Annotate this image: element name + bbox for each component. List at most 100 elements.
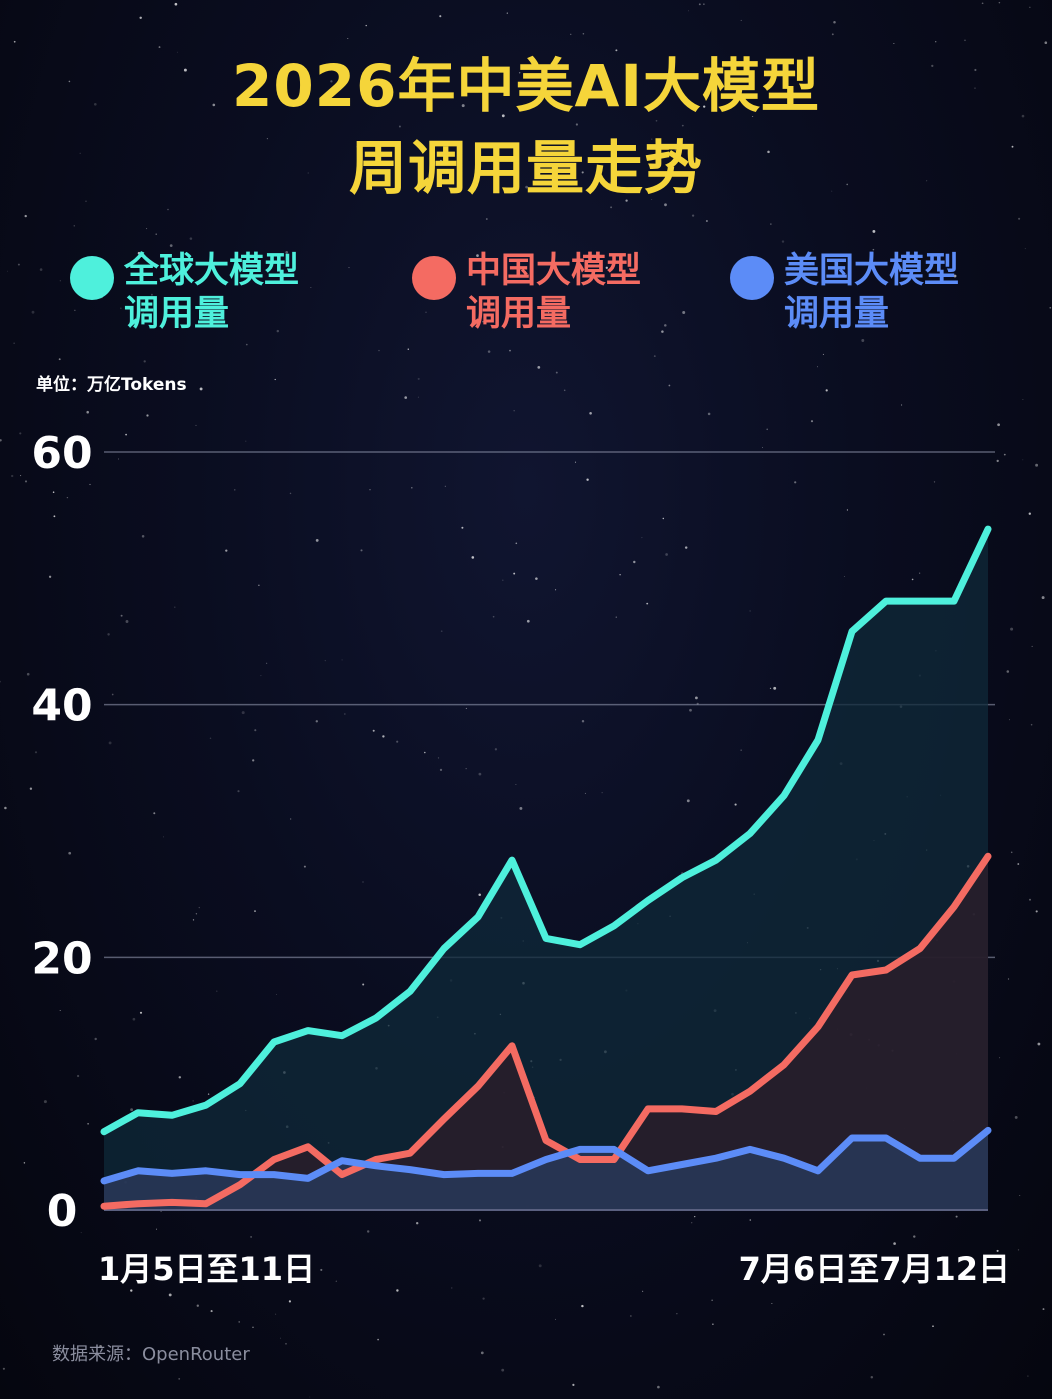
star bbox=[143, 360, 146, 363]
star bbox=[662, 517, 665, 520]
star bbox=[216, 990, 218, 992]
star bbox=[1008, 719, 1010, 721]
star bbox=[365, 24, 367, 27]
legend-label-china: 中国大模型 调用量 bbox=[466, 250, 641, 336]
legend-label-us: 美国大模型 调用量 bbox=[784, 250, 959, 336]
star bbox=[254, 729, 257, 732]
star bbox=[266, 662, 268, 664]
star bbox=[935, 41, 937, 43]
star bbox=[29, 787, 33, 790]
star bbox=[594, 254, 598, 258]
star bbox=[695, 696, 698, 700]
star bbox=[344, 713, 346, 715]
star bbox=[833, 20, 836, 24]
star bbox=[846, 183, 848, 186]
star bbox=[117, 458, 120, 460]
legend-label-global-line2: 调用量 bbox=[124, 294, 230, 334]
star bbox=[664, 324, 667, 327]
star bbox=[93, 102, 97, 106]
star bbox=[451, 93, 453, 95]
star bbox=[538, 1264, 542, 1268]
star bbox=[176, 51, 178, 53]
star bbox=[0, 680, 1, 683]
star bbox=[619, 573, 621, 576]
star bbox=[439, 15, 442, 18]
legend-label-global-line1: 全球大模型 bbox=[124, 251, 300, 291]
star bbox=[43, 1100, 47, 1104]
star bbox=[831, 33, 834, 36]
star bbox=[926, 180, 928, 182]
star bbox=[153, 812, 156, 815]
star bbox=[451, 1287, 453, 1289]
star bbox=[7, 270, 9, 272]
star bbox=[575, 123, 579, 126]
star bbox=[274, 378, 276, 381]
star bbox=[698, 3, 701, 6]
star bbox=[315, 720, 318, 723]
star bbox=[237, 790, 240, 793]
star bbox=[178, 1076, 182, 1079]
legend-dot-global bbox=[70, 256, 114, 300]
star bbox=[125, 620, 129, 623]
star bbox=[615, 49, 618, 52]
star bbox=[124, 265, 126, 267]
star bbox=[816, 366, 819, 368]
star bbox=[440, 630, 443, 633]
star bbox=[703, 3, 705, 5]
star bbox=[471, 556, 475, 559]
star bbox=[665, 553, 668, 556]
star bbox=[653, 355, 656, 357]
legend-dot-us bbox=[730, 256, 774, 300]
source-label: 数据来源：OpenRouter bbox=[52, 1344, 250, 1365]
star bbox=[711, 1299, 713, 1301]
star bbox=[633, 560, 636, 564]
star bbox=[266, 138, 268, 140]
star bbox=[642, 1290, 644, 1292]
star bbox=[276, 329, 280, 333]
star bbox=[996, 459, 999, 463]
star bbox=[130, 1289, 133, 1292]
star bbox=[162, 836, 165, 838]
star bbox=[330, 80, 333, 83]
star bbox=[76, 1074, 80, 1078]
star bbox=[241, 711, 245, 715]
star bbox=[981, 2, 984, 5]
star bbox=[996, 1249, 999, 1252]
star bbox=[688, 10, 689, 12]
star bbox=[740, 749, 742, 751]
star bbox=[290, 818, 292, 820]
star bbox=[19, 432, 22, 435]
star bbox=[681, 124, 684, 127]
star bbox=[705, 219, 708, 223]
star bbox=[292, 63, 296, 67]
star bbox=[525, 185, 528, 189]
star bbox=[872, 229, 876, 233]
star bbox=[183, 68, 187, 72]
star bbox=[771, 1303, 773, 1304]
star bbox=[174, 2, 178, 6]
star bbox=[513, 410, 515, 412]
legend-label-us-line2: 调用量 bbox=[784, 294, 890, 334]
star bbox=[411, 487, 413, 489]
star bbox=[404, 396, 408, 399]
star bbox=[1022, 398, 1024, 401]
star bbox=[589, 412, 592, 415]
star bbox=[831, 190, 833, 192]
star bbox=[655, 119, 658, 122]
star bbox=[997, 423, 1000, 427]
star bbox=[79, 152, 81, 154]
star bbox=[192, 1100, 194, 1102]
star bbox=[20, 475, 22, 477]
star bbox=[280, 1337, 282, 1339]
star bbox=[238, 1321, 240, 1323]
star bbox=[572, 1383, 575, 1386]
star bbox=[192, 919, 195, 921]
star bbox=[13, 342, 15, 344]
star bbox=[377, 1338, 379, 1341]
star bbox=[964, 39, 966, 42]
x-tick-label-start: 1月5日至11日 bbox=[98, 1250, 315, 1288]
star bbox=[31, 310, 35, 314]
star bbox=[158, 46, 161, 49]
star bbox=[770, 223, 772, 225]
star bbox=[581, 719, 585, 723]
